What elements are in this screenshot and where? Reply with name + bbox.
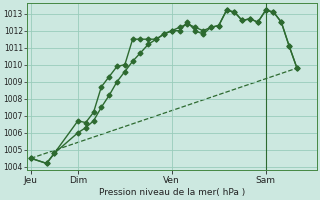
X-axis label: Pression niveau de la mer( hPa ): Pression niveau de la mer( hPa ) xyxy=(99,188,245,197)
